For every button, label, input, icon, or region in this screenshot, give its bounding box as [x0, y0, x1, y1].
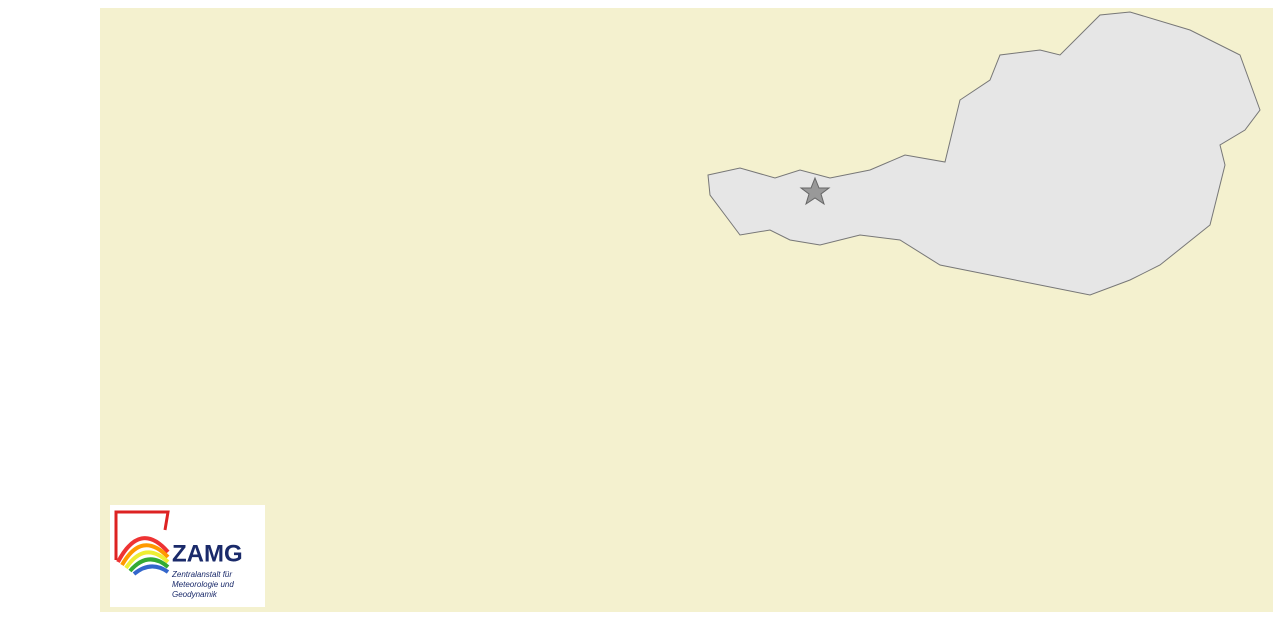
logo: ZAMG Zentralanstalt für Meteorologie und…: [110, 505, 265, 607]
logo-subtitle: Geodynamik: [172, 590, 218, 599]
logo-subtitle: Zentralanstalt für: [171, 570, 232, 579]
logo-name: ZAMG: [172, 540, 243, 567]
logo-subtitle: Meteorologie und: [172, 580, 234, 589]
seismogram-page: ZAMG Zentralanstalt für Meteorologie und…: [0, 0, 1273, 629]
